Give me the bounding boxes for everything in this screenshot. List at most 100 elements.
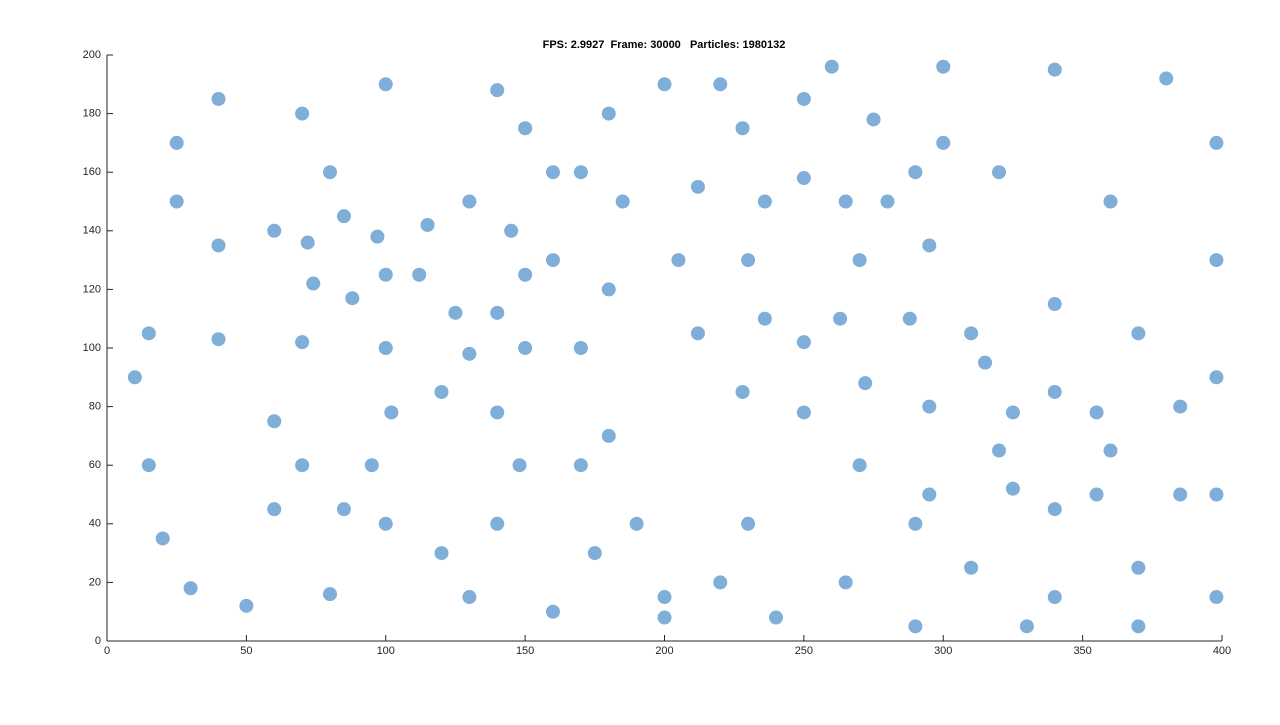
x-tick-label: 150 [516, 645, 534, 657]
particle [295, 106, 310, 121]
particle [796, 335, 811, 350]
particle [211, 238, 226, 253]
particle [546, 253, 560, 268]
particle [490, 516, 505, 531]
particle [300, 235, 315, 250]
particle [587, 546, 602, 561]
particle [211, 91, 226, 106]
particle [922, 487, 937, 502]
particle [1209, 487, 1224, 502]
particle [601, 106, 616, 121]
particle [978, 355, 993, 370]
x-tick-label: 100 [377, 645, 395, 657]
particle [657, 610, 672, 625]
particle [1173, 399, 1188, 414]
y-tick-label: 40 [89, 518, 101, 530]
particle [735, 384, 750, 399]
particle [992, 165, 1006, 180]
particle [833, 311, 848, 326]
particle [183, 581, 198, 596]
y-tick-label: 200 [83, 49, 101, 61]
particle [908, 516, 923, 531]
particle [462, 346, 477, 361]
particle [713, 77, 728, 92]
particle [1159, 71, 1174, 86]
particle [615, 194, 630, 209]
particle [735, 121, 750, 136]
particle [1103, 194, 1118, 209]
particle [908, 619, 923, 634]
y-tick-label: 20 [89, 576, 101, 588]
particle [434, 384, 449, 399]
particle [1209, 370, 1224, 385]
particle [141, 458, 156, 473]
particles [127, 59, 1224, 634]
particle [1103, 443, 1118, 458]
particle [838, 575, 853, 590]
particle [1047, 502, 1062, 517]
y-tick-label: 0 [95, 635, 101, 647]
y-tick-label: 80 [89, 401, 101, 413]
particle [601, 428, 616, 443]
particle [295, 335, 310, 350]
particle [1209, 253, 1224, 268]
particle [490, 405, 505, 420]
particle [512, 458, 527, 473]
particle [504, 223, 519, 238]
particle [1131, 326, 1146, 341]
particle [1019, 619, 1034, 634]
particle [690, 179, 705, 194]
particle [336, 502, 351, 517]
particle [671, 253, 686, 268]
particle [518, 341, 533, 355]
particle [796, 171, 811, 186]
particle [169, 194, 184, 209]
particle [1209, 590, 1224, 605]
particle [690, 326, 705, 341]
particle [657, 77, 672, 92]
y-tick-label: 120 [83, 283, 101, 295]
particle [518, 267, 533, 282]
particle [866, 112, 881, 127]
particle [796, 91, 811, 106]
y-tick-label: 180 [83, 108, 101, 120]
particle [127, 370, 142, 385]
particle [936, 59, 951, 74]
particle [462, 194, 477, 209]
x-tick-label: 200 [655, 645, 673, 657]
particle [902, 311, 917, 326]
particle [384, 405, 399, 420]
particle [1047, 384, 1062, 399]
particle [141, 326, 156, 341]
particle [211, 332, 226, 347]
particle [573, 458, 588, 473]
particle [239, 598, 254, 613]
y-tick-label: 160 [83, 166, 101, 178]
particle [323, 587, 337, 602]
particle [992, 443, 1006, 458]
particle [295, 458, 310, 473]
x-tick-label: 50 [240, 645, 252, 657]
particle [1131, 619, 1146, 634]
particle [370, 229, 385, 244]
particle [741, 253, 756, 268]
x-tick-label: 0 [104, 645, 110, 657]
x-tick-label: 350 [1073, 645, 1091, 657]
y-tick-label: 140 [83, 225, 101, 237]
particle [852, 253, 867, 268]
particle [155, 531, 170, 546]
particle [378, 267, 393, 282]
particle [757, 311, 772, 326]
particle [378, 77, 393, 92]
particle [420, 217, 435, 232]
particle [1005, 405, 1020, 420]
particle [573, 341, 588, 355]
particle [267, 223, 282, 238]
particle [378, 516, 393, 531]
particle [1131, 560, 1146, 575]
particle [922, 399, 937, 414]
particle [490, 305, 505, 320]
particle [546, 604, 560, 619]
particle [573, 165, 588, 180]
